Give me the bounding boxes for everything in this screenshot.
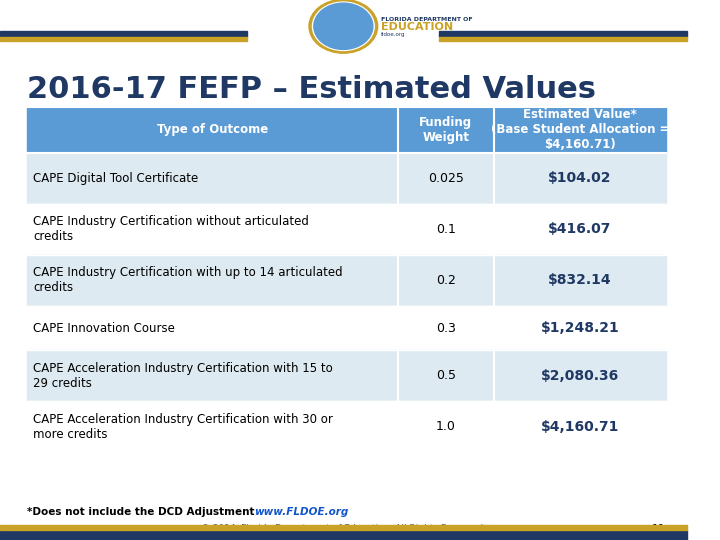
Text: $4,160.71: $4,160.71: [541, 420, 619, 434]
Text: 0.5: 0.5: [436, 369, 456, 382]
Bar: [439, 31, 687, 37]
Bar: [27, 255, 666, 306]
Text: CAPE Acceleration Industry Certification with 15 to
29 credits: CAPE Acceleration Industry Certification…: [33, 362, 333, 390]
Circle shape: [314, 3, 373, 50]
Text: © 2014, Florida Department of Education. All Rights Reserved.: © 2014, Florida Department of Education.…: [201, 524, 486, 533]
Bar: [0, 525, 687, 530]
Text: 0.3: 0.3: [436, 321, 456, 335]
Text: Estimated Value*
(Base Student Allocation =
$4,160.71): Estimated Value* (Base Student Allocatio…: [490, 109, 669, 151]
Bar: [0, 37, 247, 41]
Text: $1,248.21: $1,248.21: [541, 321, 619, 335]
Bar: [27, 306, 666, 350]
Circle shape: [309, 0, 378, 53]
Circle shape: [312, 2, 374, 51]
Bar: [27, 401, 666, 453]
Bar: [27, 204, 666, 255]
Text: 0.1: 0.1: [436, 223, 456, 236]
Text: fldoe.org: fldoe.org: [381, 32, 405, 37]
Text: CAPE Innovation Course: CAPE Innovation Course: [33, 321, 175, 335]
Bar: [0, 31, 247, 37]
Text: www.FLDOE.org: www.FLDOE.org: [254, 507, 348, 517]
Text: Funding
Weight: Funding Weight: [419, 116, 472, 144]
Text: CAPE Industry Certification with up to 14 articulated
credits: CAPE Industry Certification with up to 1…: [33, 266, 343, 294]
Text: $832.14: $832.14: [548, 273, 612, 287]
Text: FLORIDA DEPARTMENT OF: FLORIDA DEPARTMENT OF: [381, 17, 473, 22]
Bar: [27, 350, 666, 401]
Text: 0.025: 0.025: [428, 172, 464, 185]
Text: 1.0: 1.0: [436, 420, 456, 433]
Bar: [27, 107, 666, 153]
Text: CAPE Digital Tool Certificate: CAPE Digital Tool Certificate: [33, 172, 198, 185]
Text: *Does not include the DCD Adjustment: *Does not include the DCD Adjustment: [27, 507, 255, 517]
Bar: [27, 153, 666, 204]
Text: 0.2: 0.2: [436, 274, 456, 287]
Text: CAPE Industry Certification without articulated
credits: CAPE Industry Certification without arti…: [33, 215, 309, 244]
Bar: [0, 530, 687, 540]
Text: Type of Outcome: Type of Outcome: [157, 123, 269, 136]
Text: 11: 11: [652, 524, 666, 534]
Text: $416.07: $416.07: [548, 222, 611, 237]
Text: EDUCATION: EDUCATION: [381, 22, 453, 32]
Text: $2,080.36: $2,080.36: [541, 369, 619, 383]
Text: $104.02: $104.02: [548, 171, 611, 185]
Text: CAPE Acceleration Industry Certification with 30 or
more credits: CAPE Acceleration Industry Certification…: [33, 413, 333, 441]
Text: 2016-17 FEFP – Estimated Values: 2016-17 FEFP – Estimated Values: [27, 75, 596, 104]
Bar: [439, 37, 687, 41]
